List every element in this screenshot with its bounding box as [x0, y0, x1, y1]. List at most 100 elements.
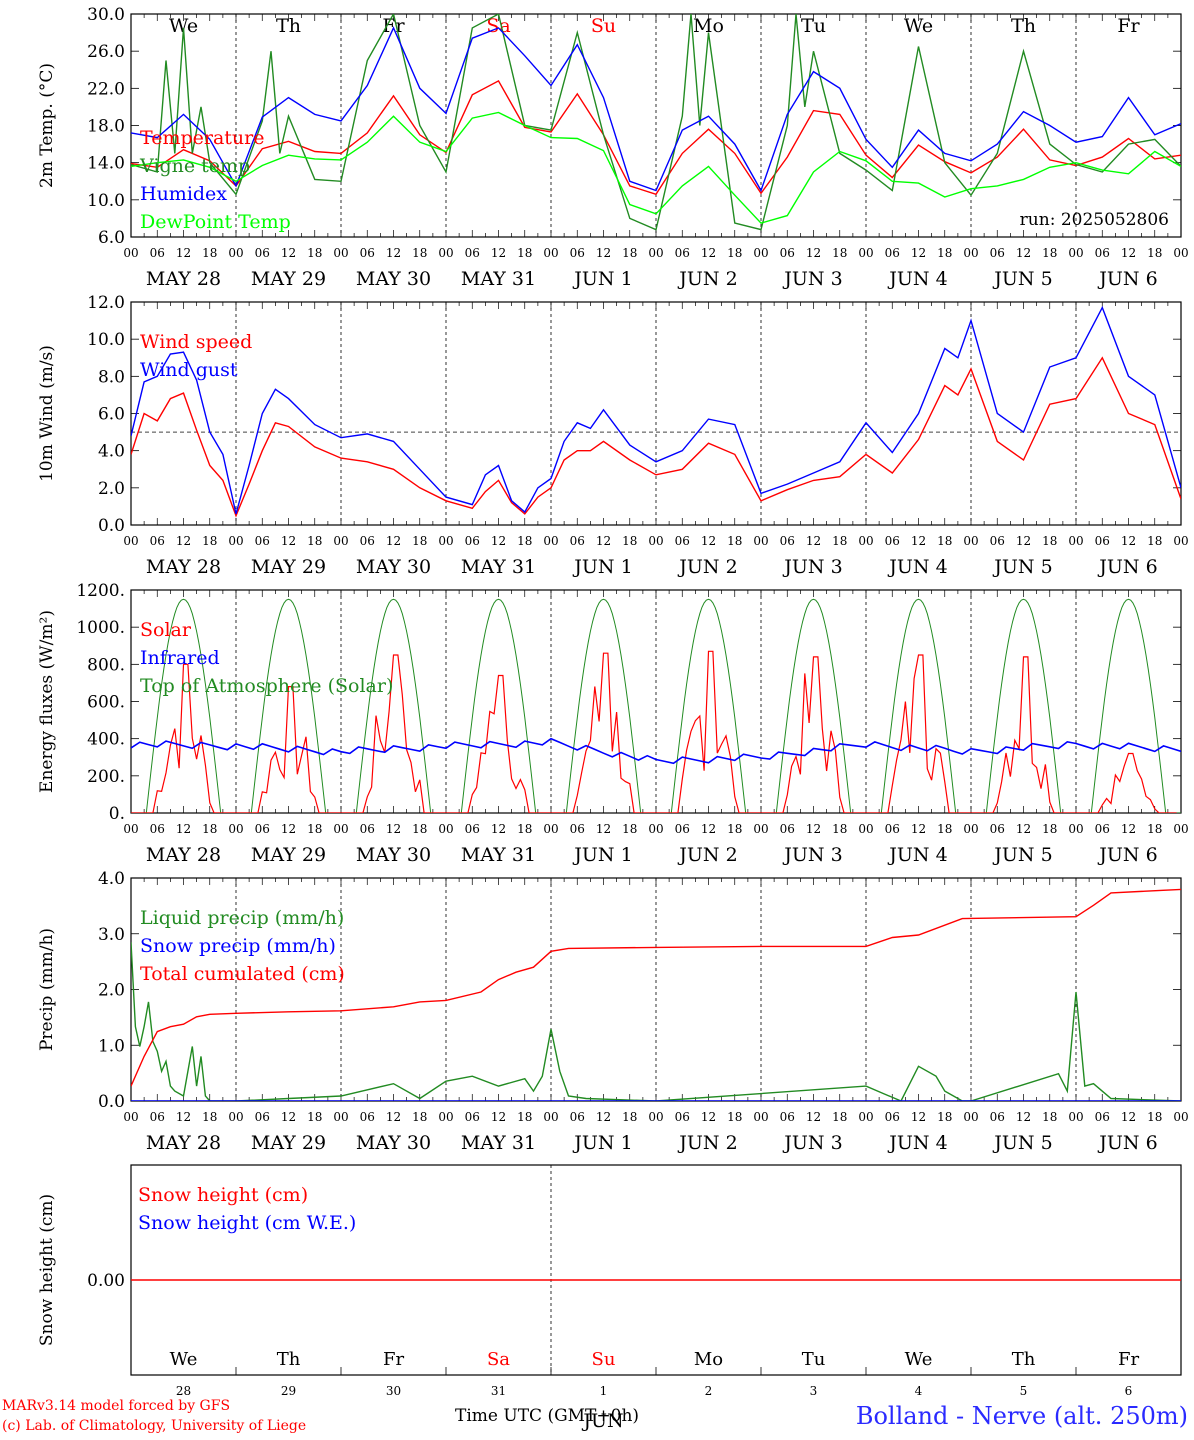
hour-label: 18	[517, 1110, 532, 1124]
hour-label: 18	[412, 246, 427, 260]
lab-credit: (c) Lab. of Climatology, University of L…	[2, 1418, 307, 1434]
hour-label: 18	[307, 246, 322, 260]
hour-label: 18	[307, 534, 322, 548]
hour-label: 12	[806, 822, 821, 836]
day-name: Fr	[382, 15, 405, 37]
hour-label: 00	[333, 246, 348, 260]
hour-label: 18	[202, 822, 217, 836]
y-tick-label: 4.0	[98, 869, 125, 889]
date-label: JUN 3	[782, 1132, 842, 1154]
day-name: We	[170, 1349, 198, 1370]
series-humidex	[131, 26, 1181, 193]
date-label: JUN 5	[992, 268, 1052, 290]
day-name: Sa	[487, 1349, 510, 1370]
day-name: Mo	[693, 15, 724, 37]
day-number: 28	[176, 1384, 191, 1398]
y-axis-label: 2m Temp. (°C)	[37, 63, 57, 188]
hour-label: 12	[701, 246, 716, 260]
date-label: JUN 2	[677, 1132, 737, 1154]
date-label: JUN 2	[677, 556, 737, 578]
hour-label: 00	[1068, 1110, 1083, 1124]
hour-label: 12	[1121, 822, 1136, 836]
hour-label: 06	[150, 246, 165, 260]
hour-label: 06	[885, 1110, 900, 1124]
hour-label: 06	[255, 534, 270, 548]
y-axis-label: Precip (mm/h)	[37, 928, 57, 1051]
hour-label: 12	[491, 534, 506, 548]
hour-label: 12	[911, 1110, 926, 1124]
hour-label: 18	[832, 534, 847, 548]
hour-label: 00	[1068, 822, 1083, 836]
y-tick-label: 10.0	[87, 330, 125, 350]
date-label: JUN 1	[572, 268, 632, 290]
hour-label: 06	[780, 822, 795, 836]
panel-precip: 0.0 1.0 2.0 3.0 4.0 Precip (mm/h) 00 06 12 18 MAY …	[37, 869, 1189, 1154]
legend-entry: Snow height (cm)	[138, 1184, 308, 1206]
y-tick-label: 22.0	[87, 79, 125, 99]
hour-label: 00	[123, 1110, 138, 1124]
y-tick-label: 4.0	[98, 442, 125, 462]
hour-label: 06	[990, 1110, 1005, 1124]
day-name: Fr	[383, 1349, 404, 1370]
hour-label: 18	[517, 822, 532, 836]
hour-label: 12	[386, 822, 401, 836]
hour-label: 12	[176, 246, 191, 260]
plot-frame	[130, 301, 1182, 526]
hour-label: 06	[360, 246, 375, 260]
hour-label: 06	[885, 822, 900, 836]
date-label: JUN 4	[887, 268, 947, 290]
y-tick-label: 6.0	[98, 405, 125, 425]
day-number: 30	[386, 1384, 401, 1398]
plot-frame	[130, 13, 1182, 238]
hour-label: 18	[1042, 246, 1057, 260]
hour-label: 06	[780, 1110, 795, 1124]
hour-label: 18	[727, 246, 742, 260]
hour-label: 12	[1121, 534, 1136, 548]
y-tick-label: 10.0	[87, 191, 125, 211]
hour-label: 06	[465, 822, 480, 836]
hour-label: 12	[1016, 822, 1031, 836]
hour-label: 06	[570, 1110, 585, 1124]
hour-label: 00	[228, 246, 243, 260]
hour-label: 06	[465, 1110, 480, 1124]
date-label: JUN 4	[887, 1132, 947, 1154]
hour-label: 18	[622, 1110, 637, 1124]
hour-label: 06	[675, 822, 690, 836]
hour-label: 00	[333, 534, 348, 548]
hour-label: 06	[885, 534, 900, 548]
hour-label: 00	[648, 822, 663, 836]
hour-label: 00	[543, 534, 558, 548]
hour-label: 12	[491, 246, 506, 260]
date-label: JUN 6	[1097, 1132, 1157, 1154]
hour-label: 00	[858, 534, 873, 548]
day-number: 4	[915, 1384, 923, 1398]
hour-label: 00	[648, 246, 663, 260]
series-group	[131, 888, 1181, 1101]
hour-label: 18	[412, 822, 427, 836]
hour-label: 18	[937, 822, 952, 836]
y-tick-label: 26.0	[87, 42, 125, 62]
hour-label: 18	[937, 246, 952, 260]
hour-label: 00	[858, 1110, 873, 1124]
hour-label: 12	[281, 246, 296, 260]
hour-label: 18	[1147, 822, 1162, 836]
legend-entry: Wind speed	[140, 331, 252, 353]
hour-label: 00	[438, 1110, 453, 1124]
hour-label: 06	[360, 534, 375, 548]
hour-label: 00	[1173, 534, 1188, 548]
y-tick-label: 1000.	[76, 618, 125, 638]
hour-label: 12	[911, 534, 926, 548]
hour-label: 12	[701, 822, 716, 836]
y-tick-label: 3.0	[98, 925, 125, 945]
hour-label: 06	[150, 534, 165, 548]
date-label: JUN 3	[782, 268, 842, 290]
day-name: Tu	[802, 1349, 826, 1370]
y-tick-label: 0.	[109, 804, 125, 824]
hour-label: 12	[1121, 1110, 1136, 1124]
day-name: Sa	[486, 15, 510, 37]
day-name: Th	[1011, 15, 1036, 37]
hour-label: 18	[832, 1110, 847, 1124]
hour-label: 00	[228, 534, 243, 548]
hour-label: 18	[622, 246, 637, 260]
hour-label: 06	[780, 246, 795, 260]
